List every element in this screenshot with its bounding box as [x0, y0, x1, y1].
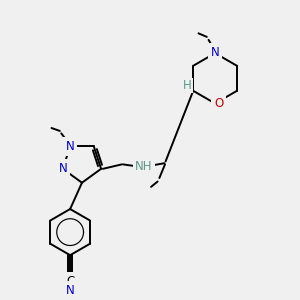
Text: NH: NH	[135, 160, 152, 173]
Text: H: H	[182, 79, 191, 92]
Text: O: O	[214, 97, 223, 110]
Text: C: C	[66, 275, 74, 288]
Text: N: N	[211, 46, 220, 59]
Text: N: N	[66, 284, 74, 297]
Text: N: N	[66, 140, 74, 153]
Text: N: N	[58, 162, 67, 175]
